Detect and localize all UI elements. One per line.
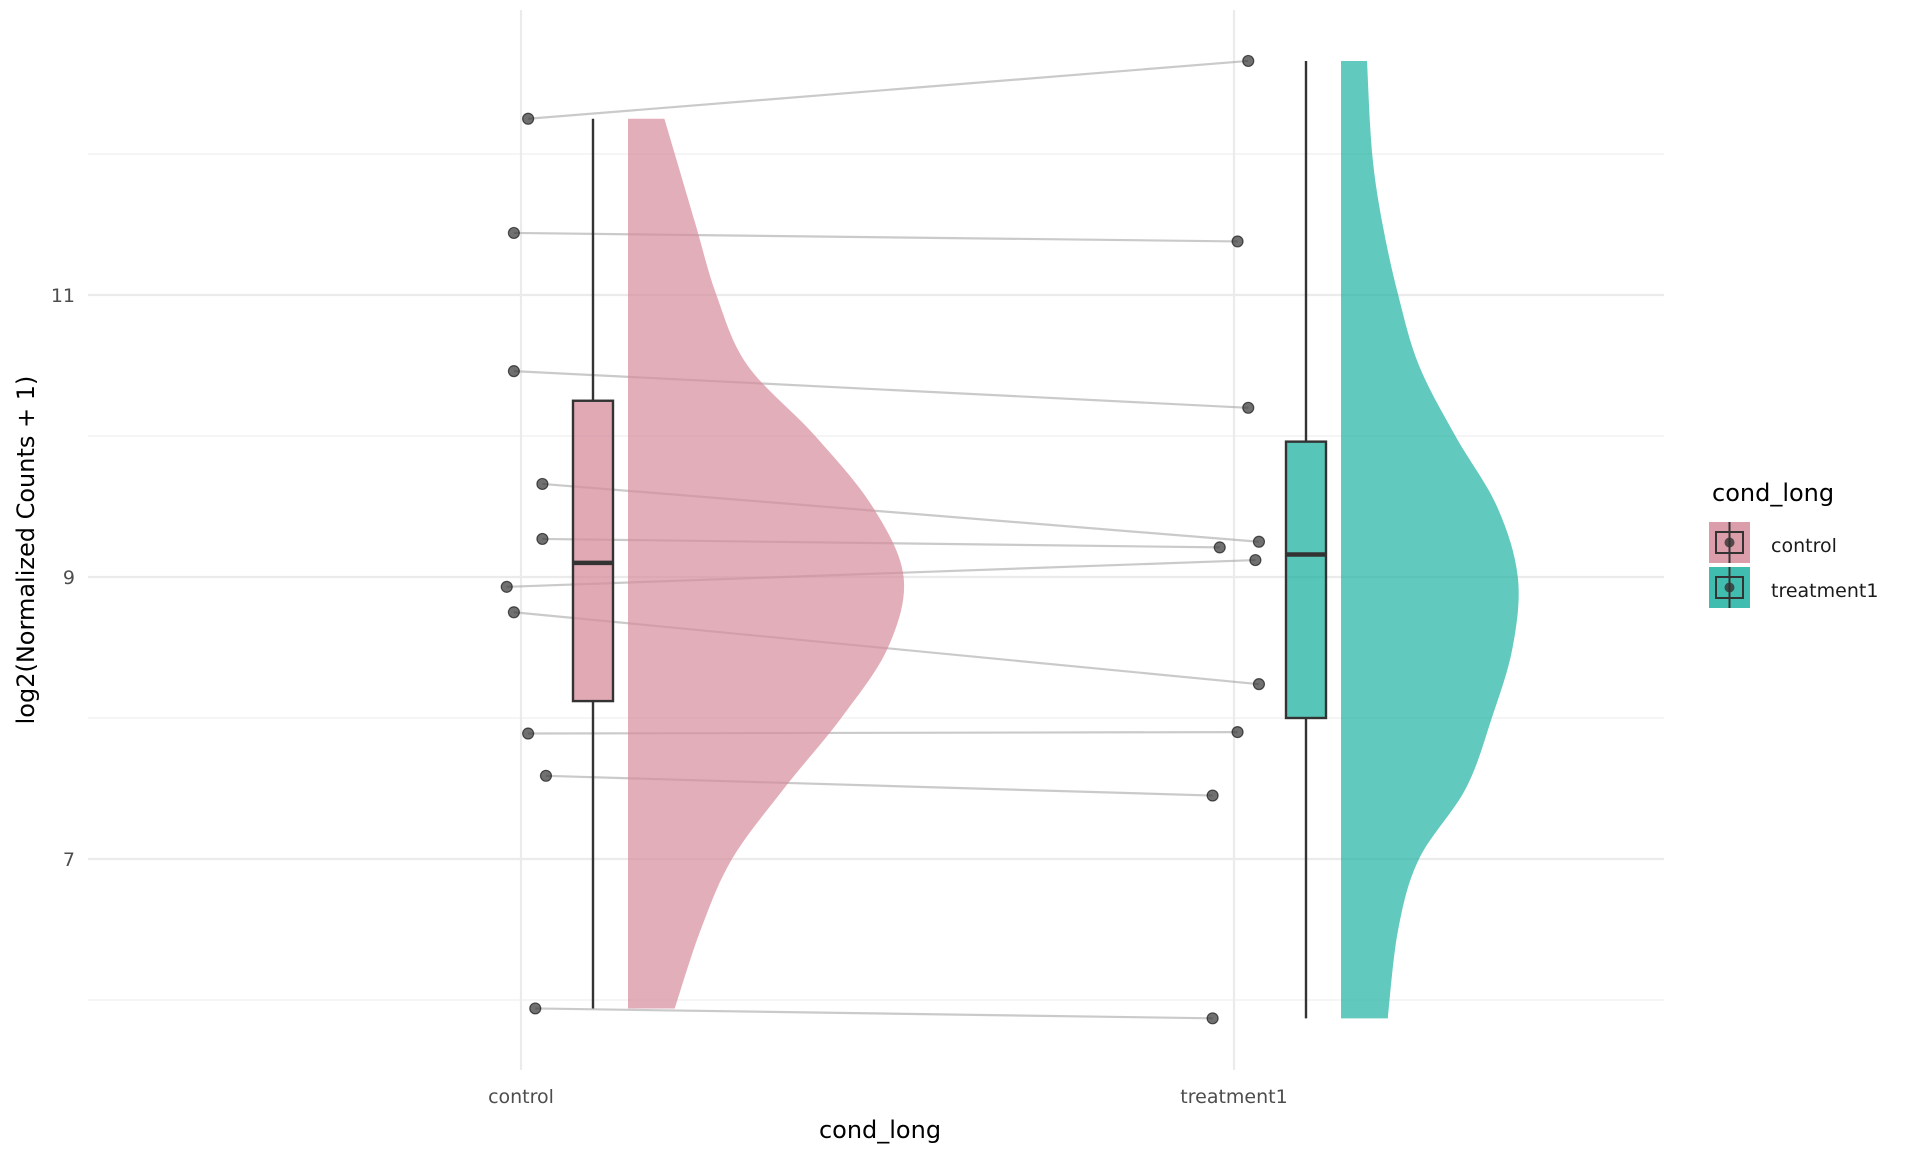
x-axis-title: cond_long xyxy=(819,1116,941,1144)
data-point-treatment1 xyxy=(1231,235,1244,248)
x-tick-label: treatment1 xyxy=(1180,1086,1287,1108)
box-treatment1 xyxy=(1284,440,1328,720)
legend-key-point xyxy=(1724,537,1735,548)
data-point-treatment1 xyxy=(1206,789,1219,802)
data-point-treatment1 xyxy=(1242,54,1255,68)
legend-label-treatment1: treatment1 xyxy=(1771,580,1878,602)
y-tick-label: 9 xyxy=(63,567,75,589)
density-cloud-control xyxy=(628,118,905,1009)
paired-line xyxy=(528,59,1249,120)
y-tick-label: 7 xyxy=(63,849,75,871)
data-point-control xyxy=(522,727,535,740)
legend-label-control: control xyxy=(1771,535,1837,557)
box-control xyxy=(571,399,615,703)
data-point-treatment1 xyxy=(1252,678,1266,691)
data-point-control xyxy=(522,112,535,125)
legend: cond_long control treatment1 xyxy=(1709,479,1878,608)
legend-key-point xyxy=(1724,582,1735,593)
data-point-treatment1 xyxy=(1206,1012,1219,1025)
legend-keys xyxy=(1709,522,1750,608)
data-point-treatment1 xyxy=(1249,553,1262,567)
data-point-control xyxy=(536,532,549,546)
paired-line xyxy=(513,370,1249,409)
x-tick-label: control xyxy=(488,1086,554,1108)
data-point-treatment1 xyxy=(1213,541,1226,554)
y-axis-title: log2(Normalized Counts + 1) xyxy=(12,376,40,725)
data-point-treatment1 xyxy=(1252,535,1266,548)
data-point-control xyxy=(507,226,520,240)
data-point-control xyxy=(536,477,549,491)
density-clouds xyxy=(628,60,1519,1019)
boxplots xyxy=(571,60,1328,1019)
axes: 7 9 11 control treatment1 xyxy=(51,285,1288,1108)
legend-key-box xyxy=(1715,531,1744,554)
data-point-control xyxy=(507,606,520,619)
data-point-control xyxy=(507,365,520,378)
density-cloud-treatment1 xyxy=(1341,60,1519,1019)
paired-line xyxy=(535,1007,1213,1020)
data-points xyxy=(500,54,1266,1025)
legend-title: cond_long xyxy=(1712,479,1834,507)
paired-line xyxy=(513,231,1238,243)
data-point-control xyxy=(539,769,553,782)
data-point-treatment1 xyxy=(1231,725,1244,739)
y-tick-label: 11 xyxy=(51,285,75,307)
data-point-control xyxy=(529,1002,542,1015)
data-point-control xyxy=(500,580,513,593)
legend-key-box xyxy=(1715,576,1744,599)
data-point-treatment1 xyxy=(1242,401,1255,414)
